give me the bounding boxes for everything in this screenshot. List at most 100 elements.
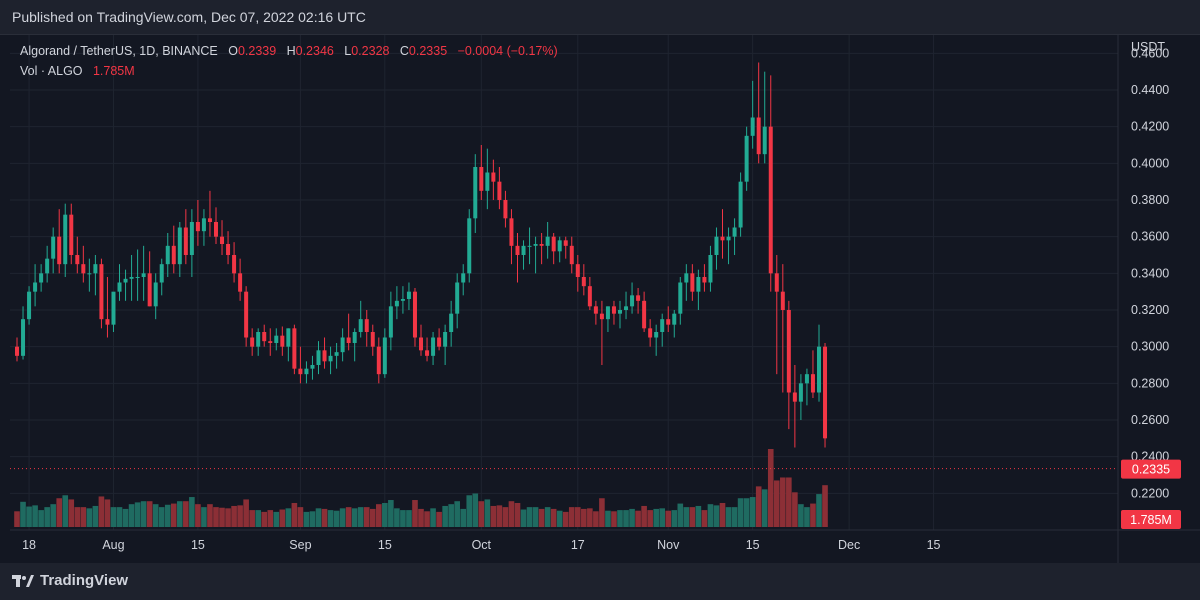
y-tick-label: 0.2800 (1131, 376, 1169, 390)
volume-bar (822, 485, 828, 527)
volume-bar (671, 510, 678, 527)
candle-body (425, 350, 430, 356)
candle-body (340, 337, 345, 353)
footer: TradingView (0, 563, 1200, 600)
volume-bar (315, 508, 322, 527)
volume-bar (303, 511, 310, 527)
candle-body (15, 346, 19, 356)
candle-body (412, 291, 417, 338)
candle-body (177, 227, 182, 265)
candle-body (111, 291, 116, 325)
volume-bar (333, 510, 340, 527)
candle-body (696, 277, 701, 292)
candle-body (563, 240, 568, 246)
volume-bar (140, 501, 147, 527)
volume-bar (490, 505, 497, 527)
volume-bar (430, 508, 436, 527)
volume-bar (68, 499, 75, 527)
volume-bar (357, 507, 364, 527)
volume-bar (780, 477, 786, 527)
volume-bar (255, 510, 261, 527)
candle-body (575, 264, 580, 277)
volume-bar (382, 502, 388, 527)
y-tick-label: 0.2200 (1131, 486, 1169, 500)
candle-body (509, 218, 514, 246)
candle-body (823, 346, 828, 439)
candle-body (630, 295, 635, 307)
volume-bar (412, 500, 418, 527)
candle-body (581, 277, 586, 287)
volume-bar (599, 498, 605, 527)
candle-body (153, 282, 158, 307)
x-tick-label: Nov (657, 538, 680, 552)
y-tick-label: 0.4200 (1131, 120, 1169, 134)
symbol-label: Algorand / TetherUS, 1D, BINANCE (20, 44, 218, 58)
candle-body (461, 273, 466, 283)
price-chart[interactable]: 0.22000.24000.26000.28000.30000.32000.34… (0, 35, 1200, 563)
open-label: O (228, 44, 238, 58)
candle-body (792, 392, 797, 402)
candle-body (654, 332, 659, 338)
volume-bar (351, 508, 358, 527)
volume-bar (116, 507, 123, 527)
candle-body (81, 264, 86, 274)
candle-body (57, 236, 62, 265)
candle-body (376, 346, 381, 375)
tradingview-logo[interactable]: TradingView (12, 572, 128, 589)
x-tick-label: 15 (927, 538, 941, 552)
low-value: 0.2328 (351, 44, 390, 58)
candle-body (213, 222, 218, 237)
volume-bar (472, 493, 479, 527)
candle-body (69, 214, 74, 255)
candle-body (557, 240, 562, 252)
x-tick-label: 15 (378, 538, 392, 552)
candle-body (527, 245, 532, 247)
candle-body (298, 368, 303, 375)
x-tick-label: 15 (191, 538, 205, 552)
candle-body (159, 264, 164, 283)
candle-body (105, 319, 110, 325)
candle-body (27, 291, 32, 320)
chart-panel[interactable]: 0.2200 0.2400 0.2600 0.2800 0.3000 0.3200 0.34… (0, 34, 1200, 564)
volume-bar (297, 507, 304, 527)
volume-bar (731, 507, 738, 527)
candle-body (328, 355, 333, 362)
y-tick-label: 0.4400 (1131, 83, 1169, 97)
candle-body (768, 126, 773, 274)
tradingview-logo-icon (12, 574, 34, 587)
volume-bar (237, 505, 243, 527)
volume-bar (611, 511, 617, 527)
candle-body (678, 282, 683, 314)
volume-bar (635, 510, 641, 527)
volume-bar (532, 507, 539, 527)
volume-bar (231, 505, 237, 527)
volume-bar (804, 507, 810, 527)
volume-bar (737, 498, 744, 527)
candle-body (39, 273, 44, 283)
volume-bar (309, 511, 316, 527)
candle-body (93, 264, 98, 274)
published-info: Published on TradingView.com, Dec 07, 20… (12, 9, 366, 25)
candle-body (406, 291, 411, 299)
candle-body (63, 214, 68, 265)
y-tick-label: 0.3200 (1131, 303, 1169, 317)
candle-body (515, 245, 520, 255)
candle-body (443, 332, 448, 347)
x-tick-label: Aug (102, 538, 124, 552)
volume-bar (544, 507, 551, 527)
candle-body (171, 245, 176, 265)
candle-body (449, 313, 454, 332)
candle-body (33, 282, 38, 292)
volume-bar (653, 508, 659, 527)
candle-body (684, 273, 689, 283)
volume-bar (98, 496, 105, 527)
candle-body (304, 368, 309, 375)
candle-body (431, 337, 436, 356)
volume-bar (183, 501, 189, 527)
volume-bar (713, 505, 720, 527)
candle-body (316, 350, 321, 365)
volume-bar (249, 510, 255, 527)
volume-value: 1.785M (92, 64, 135, 78)
volume-bar (593, 511, 599, 527)
y-tick-label: 0.4000 (1131, 156, 1169, 170)
